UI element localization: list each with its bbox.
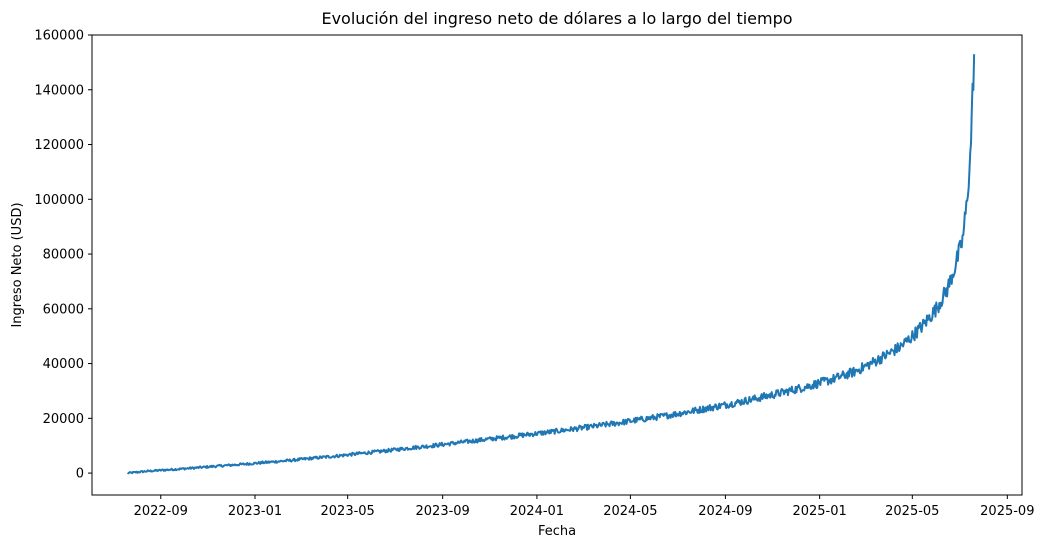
x-tick-label: 2024-05 xyxy=(603,504,657,519)
y-tick-label: 160000 xyxy=(34,29,84,44)
y-tick-label: 60000 xyxy=(43,302,84,317)
y-axis: 0 20000 40000 60000 80000 100000 120000 140000 1… xyxy=(34,29,92,482)
x-tick-label: 2025-05 xyxy=(885,504,939,519)
y-tick-label: 140000 xyxy=(34,83,84,98)
x-tick-label: 2023-05 xyxy=(321,504,375,519)
y-tick-label: 20000 xyxy=(43,412,84,427)
x-tick-label: 2024-09 xyxy=(698,504,752,519)
y-tick-label: 100000 xyxy=(34,193,84,208)
plot-frame xyxy=(91,34,1023,496)
x-tick-label: 2022-09 xyxy=(134,504,188,519)
y-axis-title: Ingreso Neto (USD) xyxy=(10,202,25,327)
x-tick-label: 2024-01 xyxy=(510,504,564,519)
chart-title: Evolución del ingreso neto de dólares a … xyxy=(321,9,792,28)
y-tick-label: 0 xyxy=(76,467,84,482)
x-tick-label: 2025-01 xyxy=(792,504,846,519)
series-line xyxy=(126,54,976,475)
y-tick-label: 40000 xyxy=(43,357,84,372)
y-tick-label: 120000 xyxy=(34,138,84,153)
x-tick-label: 2023-09 xyxy=(416,504,470,519)
y-tick-label: 80000 xyxy=(43,248,84,263)
x-axis-title: Fecha xyxy=(538,524,576,539)
x-axis: 2022-09 2023-01 2023-05 2023-09 2024-01 2024-… xyxy=(134,495,1034,519)
x-tick-label: 2023-01 xyxy=(228,504,282,519)
x-tick-label: 2025-09 xyxy=(980,504,1034,519)
